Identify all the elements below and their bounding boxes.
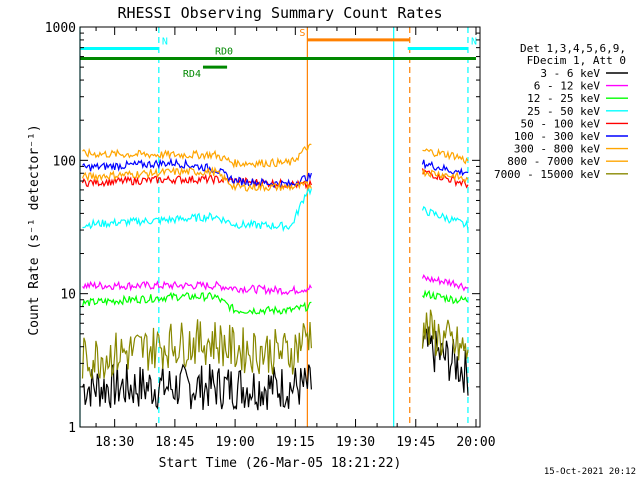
legend-label: 7000 - 15000 keV bbox=[494, 168, 600, 181]
legend-label: 800 - 7000 keV bbox=[507, 155, 600, 168]
flag-label: RD0 bbox=[215, 47, 233, 58]
series-line bbox=[82, 186, 469, 233]
series-line bbox=[81, 166, 469, 193]
y-tick-label: 100 bbox=[53, 154, 76, 169]
legend-header: FDecim 1, Att 0 bbox=[527, 54, 626, 67]
legend-label: 300 - 800 keV bbox=[514, 143, 600, 156]
x-tick-label: 19:30 bbox=[336, 435, 375, 450]
chart-title: RHESSI Observing Summary Count Rates bbox=[117, 4, 442, 22]
series-line bbox=[82, 143, 469, 169]
x-tick-label: 18:30 bbox=[95, 435, 134, 450]
legend-label: 3 - 6 keV bbox=[540, 67, 600, 80]
x-tick-label: 19:45 bbox=[396, 435, 435, 450]
series-line bbox=[82, 274, 469, 296]
footer-timestamp: 15-Oct-2021 20:12 bbox=[544, 467, 636, 477]
legend-label: 50 - 100 keV bbox=[521, 117, 601, 130]
plot-area: N N RD0 RD4 S bbox=[79, 27, 477, 427]
plot-frame bbox=[79, 26, 481, 428]
series-line bbox=[81, 309, 469, 379]
legend-label: 12 - 25 keV bbox=[527, 92, 600, 105]
series-line bbox=[81, 168, 469, 190]
x-tick-label: 19:15 bbox=[276, 435, 315, 450]
legend-header: Det 1,3,4,5,6,9, bbox=[520, 42, 626, 55]
series-line bbox=[81, 289, 469, 316]
y-axis-label: Count Rate (s⁻¹ detector⁻¹) bbox=[27, 124, 42, 335]
flag-label: RD4 bbox=[183, 69, 201, 80]
series-line bbox=[81, 326, 469, 411]
axes: 1 10 100 1000 18:30 18:45 19:00 19:15 19:30 19:45… bbox=[45, 21, 496, 450]
y-tick-label: 1 bbox=[68, 421, 76, 436]
x-tick-label: 19:00 bbox=[216, 435, 255, 450]
legend: Det 1,3,4,5,6,9,FDecim 1, Att 03 - 6 keV… bbox=[494, 42, 628, 181]
flag-label: N bbox=[162, 36, 168, 47]
flag-label: N bbox=[471, 36, 477, 47]
x-axis-label: Start Time (26-Mar-05 18:21:22) bbox=[159, 456, 402, 471]
legend-label: 100 - 300 keV bbox=[514, 130, 600, 143]
x-tick-label: 18:45 bbox=[155, 435, 194, 450]
x-tick-label: 20:00 bbox=[456, 435, 495, 450]
flag-label: S bbox=[299, 28, 305, 39]
y-tick-label: 1000 bbox=[45, 21, 76, 36]
legend-label: 25 - 50 keV bbox=[527, 105, 600, 118]
y-tick-label: 10 bbox=[60, 288, 76, 303]
legend-label: 6 - 12 keV bbox=[534, 80, 601, 93]
